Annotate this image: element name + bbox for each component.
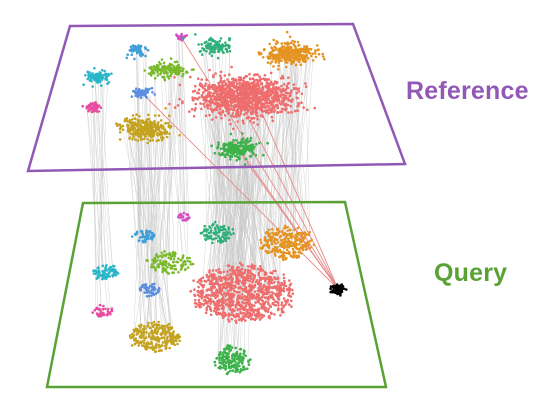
query-link-line xyxy=(237,149,339,290)
link-line-salmon-large xyxy=(253,112,261,318)
link-line-green xyxy=(218,149,220,365)
query-cluster-teal-green xyxy=(199,220,235,245)
link-line-lime xyxy=(167,67,175,262)
reference-plane xyxy=(26,22,407,173)
query-label: Query xyxy=(434,259,508,287)
reference-cluster-cyan-small xyxy=(125,44,150,61)
query-cluster-green xyxy=(213,344,252,376)
reference-cluster-salmon-large xyxy=(168,65,317,131)
query-cluster-pink xyxy=(91,303,114,318)
link-line-cyan-small xyxy=(142,49,147,239)
link-line-olive xyxy=(143,129,172,329)
link-line-orange xyxy=(290,56,312,249)
link-line-orange xyxy=(291,48,295,230)
query-cluster-orange xyxy=(259,224,316,262)
query-point-cluster xyxy=(329,283,348,297)
link-line-salmon-large xyxy=(205,108,242,294)
link-line-pink xyxy=(93,107,96,309)
link-line-magenta-tiny xyxy=(181,37,190,218)
query-cluster-blue xyxy=(138,282,161,298)
link-line-green xyxy=(227,146,239,366)
query-cluster-magenta-tiny xyxy=(177,211,191,222)
link-line-salmon-large xyxy=(272,100,275,287)
query-cluster-cyan-small xyxy=(131,229,156,244)
link-line-orange xyxy=(305,61,311,240)
link-line-green xyxy=(230,152,235,352)
link-line-salmon-large xyxy=(212,94,228,286)
link-line-olive xyxy=(152,129,172,330)
reference-cluster-turquoise xyxy=(82,67,113,88)
reference-cluster-orange xyxy=(257,30,326,71)
link-line-turquoise xyxy=(100,71,104,277)
link-line-lime xyxy=(168,76,171,258)
link-line-green xyxy=(243,148,245,364)
link-line-green xyxy=(226,140,232,362)
link-line-orange xyxy=(293,59,308,235)
link-line-salmon-large xyxy=(204,90,271,301)
reference-cluster-blue xyxy=(130,86,157,100)
link-line-green xyxy=(217,147,236,363)
link-line-green xyxy=(236,148,256,356)
query-cluster-olive xyxy=(128,320,182,354)
query-cluster-lime xyxy=(145,250,195,275)
link-line-green xyxy=(232,143,247,362)
link-line-turquoise xyxy=(98,79,105,267)
link-line-magenta-tiny xyxy=(181,36,185,216)
reference-cluster-lime xyxy=(143,57,195,82)
query-cluster-salmon-large xyxy=(189,261,295,325)
link-line-turquoise xyxy=(97,78,103,267)
reference-cluster-olive xyxy=(115,107,181,145)
query-link-line xyxy=(141,92,339,290)
link-line-salmon-large xyxy=(227,100,229,314)
link-line-green xyxy=(220,140,232,366)
query-clusters xyxy=(91,211,316,376)
link-line-turquoise xyxy=(98,80,108,271)
link-line-lime xyxy=(156,67,183,262)
link-line-green xyxy=(222,143,233,360)
link-line-green xyxy=(217,147,247,356)
link-line-green xyxy=(222,143,225,361)
link-line-salmon-large xyxy=(208,103,223,280)
link-line-olive xyxy=(130,133,159,336)
link-line-salmon-large xyxy=(202,84,218,287)
link-line-olive xyxy=(146,129,172,331)
reference-cluster-magenta-tiny xyxy=(175,32,188,42)
link-line-olive xyxy=(147,131,158,330)
reference-cluster-green xyxy=(210,132,269,166)
reference-label: Reference xyxy=(406,77,529,105)
link-line-green xyxy=(247,152,256,361)
link-line-green xyxy=(237,148,245,369)
link-line-lime xyxy=(165,66,180,262)
link-line-salmon-large xyxy=(245,80,266,290)
query-cluster-turquoise xyxy=(92,264,120,281)
reference-clusters xyxy=(81,30,326,166)
link-line-salmon-large xyxy=(203,86,228,301)
reference-cluster-pink xyxy=(81,101,103,114)
query-link-line xyxy=(243,109,339,290)
query-link-line xyxy=(251,89,339,290)
link-line-salmon-large xyxy=(257,90,268,291)
link-line-orange xyxy=(279,47,309,252)
query-plane xyxy=(45,200,388,389)
link-line-orange xyxy=(292,47,299,239)
reference-cluster-teal-green xyxy=(182,33,232,60)
link-line-salmon-large xyxy=(262,103,270,294)
link-line-salmon-large xyxy=(253,103,278,288)
query-point-links xyxy=(141,36,339,290)
link-line-olive xyxy=(128,127,142,333)
